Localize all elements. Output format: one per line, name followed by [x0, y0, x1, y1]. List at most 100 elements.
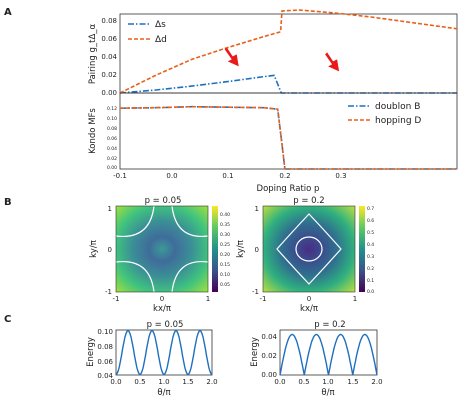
map1-axis: 1 0 -1 -1 0 1 kx/π ky/π: [89, 205, 210, 314]
map2-contours: [276, 213, 342, 285]
red-arrow-1: [325, 52, 340, 72]
kondo-ytick: 0.10: [107, 116, 117, 122]
map1-xtick: -1: [113, 295, 120, 303]
map2-xtick: 1: [353, 295, 357, 303]
map1-ytick: -1: [105, 288, 112, 296]
pairing-frame: [119, 13, 458, 94]
kondo-legend: doublon B hopping D: [348, 102, 421, 126]
cb2-tick: 0.2: [367, 266, 374, 272]
cb2-tick: 0.1: [367, 278, 374, 284]
kondo-xtick: 0.2: [279, 172, 290, 180]
cb2-tick: 0.4: [367, 242, 374, 248]
kondo-ytick: 0.06: [107, 136, 117, 142]
energy1-xlabel: θ/π: [157, 388, 170, 398]
map2-ytick: -1: [252, 288, 259, 296]
map1-xtick: 0: [160, 295, 164, 303]
cb1-tick: 0.15: [220, 262, 230, 268]
map2-ytick: 0: [255, 246, 259, 254]
kondo-xtick: 0.1: [222, 172, 233, 180]
energy2-ytick: 0.00: [261, 371, 277, 379]
kondo-ytick: 0.04: [107, 146, 117, 152]
map1-contour: [171, 260, 209, 293]
legend-label-doublon: doublon B: [375, 102, 420, 112]
map2-xlabel: kx/π: [300, 304, 318, 314]
map2-cbticks: 0.7 0.6 0.5 0.4 0.3 0.2 0.1 0.0: [367, 206, 374, 295]
energy2-xtick: 1.5: [347, 378, 358, 386]
energy1-ylabel: Energy: [86, 337, 96, 367]
kondo-xticks: -0.1 0.0 0.1 0.2 0.3: [113, 172, 346, 180]
pairing-ytick: 0.04: [101, 53, 117, 61]
map1-ytick: 0: [108, 246, 112, 254]
energy1-axis: 0.10 0.08 0.06 0.04 0.0 0.5 1.0 1.5 2.0 …: [86, 328, 218, 398]
cb1-tick: 0.35: [220, 222, 230, 228]
panel-label-a: A: [4, 7, 12, 18]
energy2-xlabel: θ/π: [321, 388, 334, 398]
map2-title: p = 0.2: [293, 196, 324, 206]
energy1-xtick: 0.0: [110, 378, 121, 386]
map2-heatmap: [263, 206, 355, 292]
map2-xtick: -1: [260, 295, 267, 303]
panel-label-c: C: [4, 314, 11, 325]
energy-curve: [115, 330, 213, 376]
energy1-xtick: 2.0: [206, 378, 217, 386]
series-line-1: [119, 9, 458, 94]
cb1-tick: 0.30: [220, 232, 230, 238]
energy1-xtick: 0.5: [134, 378, 145, 386]
map2-axis: 1 0 -1 -1 0 1 kx/π ky/π: [236, 205, 357, 314]
series-line-0: [119, 74, 457, 94]
map1-colorbar: [212, 206, 218, 292]
map1-ylabel: ky/π: [89, 240, 99, 258]
cb1-tick: 0.40: [220, 212, 230, 218]
kondo-ytick: 0.02: [107, 156, 117, 162]
map1-contour: [115, 260, 155, 293]
legend-label-dd: Δd: [155, 35, 167, 45]
map2-xtick: 0: [307, 295, 311, 303]
energy1-ytick: 0.10: [97, 328, 113, 336]
pairing-ytick: 0.02: [101, 71, 117, 79]
cb2-tick: 0.7: [367, 206, 374, 212]
energy2-ylabel: Energy: [250, 337, 260, 367]
map1-title: p = 0.05: [145, 196, 182, 206]
energy2-plot: [279, 333, 378, 376]
legend-label-ds: Δs: [155, 20, 166, 30]
kondo-xlabel: Doping Ratio p: [257, 184, 320, 194]
series-line-1: [119, 105, 457, 170]
map2-ylabel: ky/π: [236, 240, 246, 258]
energy2-xtick: 0.0: [274, 378, 285, 386]
kondo-ytick: 0.12: [107, 106, 117, 112]
energy1-ytick: 0.04: [97, 372, 113, 380]
kondo-ylabel: Kondo MFs: [88, 108, 98, 154]
energy1-xtick: 1.5: [182, 378, 193, 386]
energy2-xtick: 0.5: [298, 378, 309, 386]
kondo-xtick: -0.1: [113, 172, 127, 180]
legend-label-hopping: hopping D: [375, 116, 421, 126]
map1-xtick: 1: [206, 295, 210, 303]
energy2-ytick: 0.04: [261, 333, 277, 341]
panel-label-b: B: [4, 197, 12, 208]
cb2-tick: 0.0: [367, 289, 374, 295]
kondo-yticks: 0.00 0.02 0.04 0.06 0.08 0.10 0.12: [107, 106, 117, 171]
cb1-tick: 0.10: [220, 272, 230, 278]
cb1-tick: 0.25: [220, 242, 230, 248]
cb2-tick: 0.6: [367, 218, 374, 224]
red-arrow-0: [224, 47, 239, 67]
kondo-ytick: 0.00: [107, 165, 117, 171]
map1-heatmap: [116, 206, 208, 292]
cb2-tick: 0.3: [367, 254, 374, 260]
map2-contour-outer: [276, 213, 342, 285]
map2-ytick: 1: [255, 205, 259, 213]
kondo-xtick: 0.3: [335, 172, 346, 180]
map2-contour-inner: [295, 236, 323, 262]
energy1-xtick: 1.0: [158, 378, 169, 386]
map1-ytick: 1: [108, 205, 112, 213]
energy1-ytick: 0.08: [97, 343, 113, 351]
energy1-ytick: 0.06: [97, 358, 113, 366]
energy2-xtick: 2.0: [371, 378, 382, 386]
pairing-ytick: 0.08: [101, 17, 117, 25]
map1-xlabel: kx/π: [153, 304, 171, 314]
map2-frame: [262, 205, 356, 293]
energy1-title: p = 0.05: [147, 320, 184, 330]
energy-curve: [279, 333, 378, 376]
map1-contour: [171, 205, 209, 238]
